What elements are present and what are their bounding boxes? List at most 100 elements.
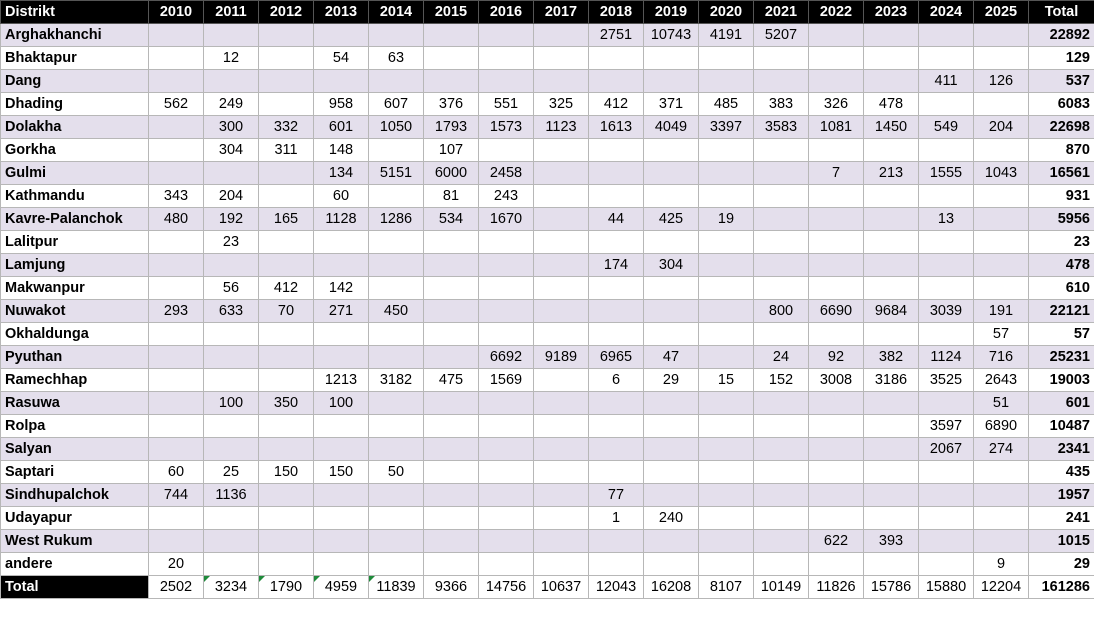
cell: 10637 [533,575,589,599]
empty-cell [203,253,259,277]
row-total: 16561 [1028,161,1094,185]
row-total: 29 [1028,552,1094,576]
empty-cell [258,483,314,507]
empty-cell [643,46,699,70]
cell: 15880 [918,575,974,599]
empty-cell [588,138,644,162]
cell: 92 [808,345,864,369]
column-header: 2012 [258,0,314,24]
row-total: 2341 [1028,437,1094,461]
cell: 57 [973,322,1029,346]
empty-cell [863,184,919,208]
empty-cell [203,345,259,369]
cell: 1123 [533,115,589,139]
cell: 19 [698,207,754,231]
empty-cell [863,253,919,277]
empty-cell [368,138,424,162]
empty-cell [588,69,644,93]
cell: 25 [203,460,259,484]
row-total: 6083 [1028,92,1094,116]
row-total: 25231 [1028,345,1094,369]
row-total: 23 [1028,230,1094,254]
empty-cell [148,230,204,254]
empty-cell [863,460,919,484]
cell: 425 [643,207,699,231]
cell: 332 [258,115,314,139]
data-row: Gorkha 304 311 148 107 870 [0,138,1094,162]
empty-cell [533,46,589,70]
cell: 47 [643,345,699,369]
cell: 1569 [478,368,534,392]
cell: 1081 [808,115,864,139]
empty-cell [808,391,864,415]
empty-cell [148,138,204,162]
row-total: 19003 [1028,368,1094,392]
row-total: 610 [1028,276,1094,300]
row-label: Lalitpur [0,230,149,254]
empty-cell [368,23,424,47]
empty-cell [643,437,699,461]
empty-cell [588,437,644,461]
empty-cell [973,529,1029,553]
cell: 475 [423,368,479,392]
column-header: 2022 [808,0,864,24]
empty-cell [368,253,424,277]
cell: 54 [313,46,369,70]
empty-cell [643,552,699,576]
empty-cell [808,552,864,576]
cell: 11839 [368,575,424,599]
empty-cell [973,276,1029,300]
cell: 16208 [643,575,699,599]
empty-cell [863,483,919,507]
row-total: 1015 [1028,529,1094,553]
column-header: Distrikt [0,0,149,24]
cell: 9366 [423,575,479,599]
empty-cell [148,391,204,415]
empty-cell [808,437,864,461]
data-row: Dang 411 126 537 [0,69,1094,93]
cell: 3234 [203,575,259,599]
cell: 150 [313,460,369,484]
empty-cell [808,23,864,47]
cell: 1555 [918,161,974,185]
row-total: 22698 [1028,115,1094,139]
empty-cell [533,138,589,162]
empty-cell [258,253,314,277]
empty-cell [258,368,314,392]
cell: 480 [148,207,204,231]
table-body: Arghakhanchi 2751 10743 4191 5207 22892 Bhakta… [0,23,1094,599]
cell: 204 [973,115,1029,139]
empty-cell [588,552,644,576]
empty-cell [478,552,534,576]
cell: 23 [203,230,259,254]
empty-cell [698,345,754,369]
cell: 9189 [533,345,589,369]
cell: 622 [808,529,864,553]
empty-cell [533,161,589,185]
row-label: Saptari [0,460,149,484]
empty-cell [753,529,809,553]
data-row: Okhaldunga 57 57 [0,322,1094,346]
empty-cell [148,322,204,346]
empty-cell [698,138,754,162]
cell: 958 [313,92,369,116]
cell: 15 [698,368,754,392]
cell: 383 [753,92,809,116]
empty-cell [698,299,754,323]
empty-cell [753,437,809,461]
column-header: 2018 [588,0,644,24]
cell: 350 [258,391,314,415]
empty-cell [918,276,974,300]
empty-cell [533,391,589,415]
empty-cell [753,391,809,415]
empty-cell [533,529,589,553]
empty-cell [698,276,754,300]
cell: 4191 [698,23,754,47]
row-label: Kavre-Palanchok [0,207,149,231]
cell: 152 [753,368,809,392]
data-row: Rasuwa 100 350 100 51 601 [0,391,1094,415]
empty-cell [753,552,809,576]
empty-cell [478,230,534,254]
empty-cell [148,529,204,553]
cell: 50 [368,460,424,484]
